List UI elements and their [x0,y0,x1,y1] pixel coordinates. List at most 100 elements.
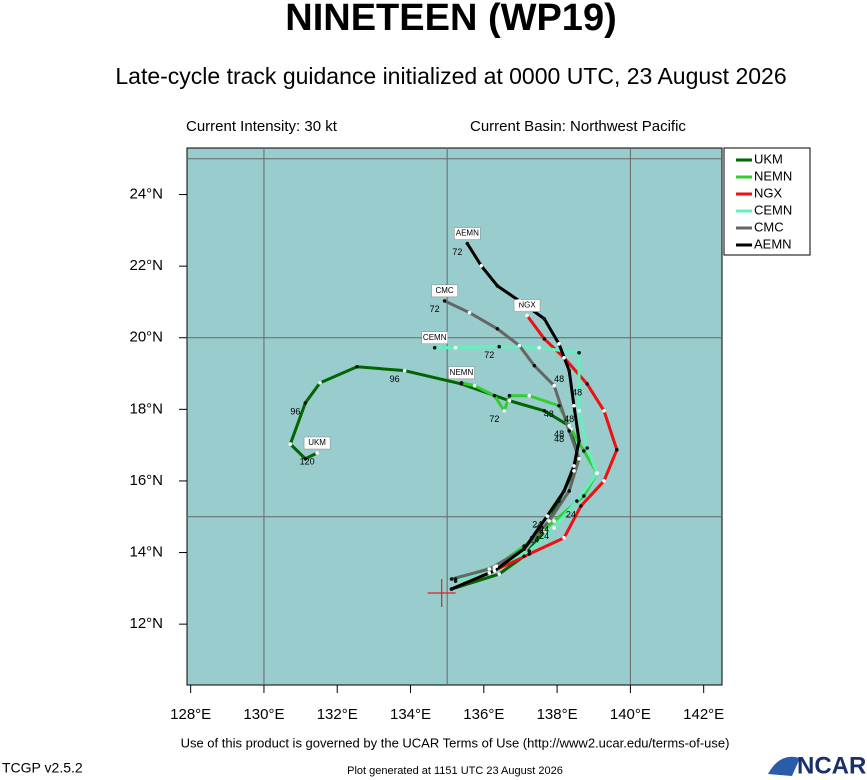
track-name: CMC [435,286,453,295]
track-point [492,568,497,573]
track-point [502,408,507,413]
track-point [542,316,547,321]
track-point [525,313,529,318]
legend-label: AEMN [754,236,792,251]
legend [723,147,811,256]
y-tick-label: 24°N [129,186,163,203]
track-point [449,577,454,581]
track-point [517,343,522,348]
point-label: 48 [554,434,564,444]
track-point [615,447,619,452]
track-point [567,368,571,373]
point-label: 24 [539,524,549,534]
logo: NCAR [797,752,866,779]
track-point [537,345,541,350]
footer: Use of this product is governed by the U… [181,735,730,750]
track-point [497,344,502,349]
track-point [522,554,526,558]
track-point [585,446,589,450]
track-point [595,471,599,475]
track-point [577,456,581,461]
y-tick-label: 18°N [129,400,163,417]
y-tick-label: 20°N [129,329,163,346]
track-name: NEMN [450,368,474,377]
version: TCGP v2.5.2 [2,760,83,776]
track-name-box [431,284,458,298]
point-label: 48 [572,387,582,397]
legend-label: CMC [754,219,784,234]
track-point [582,494,586,498]
track-point [453,579,458,583]
track-point [572,464,576,468]
logo-swoosh [768,756,800,776]
track-name-box [421,331,448,345]
track-point [495,326,500,331]
track-point [557,403,561,408]
track-name-box [454,227,481,240]
track-point [487,567,492,571]
track-point [318,381,322,385]
track-point [495,284,500,288]
track-point [532,363,537,368]
point-label: 24 [529,534,539,544]
x-tick-label: 140°E [610,706,651,723]
track-point [572,469,576,473]
track-point [562,355,566,360]
track-point [492,565,497,570]
track-point [542,408,547,413]
y-tick-label: 22°N [129,257,163,274]
legend-label: CEMN [754,202,792,217]
track-point [585,382,589,386]
track-point [522,547,526,551]
track-name: AEMN [456,229,479,238]
track-point [527,549,532,553]
track-point [517,299,522,303]
legend-label: UKM [754,151,783,166]
track-point [315,451,319,455]
track-point [577,408,581,413]
track-point [542,529,547,533]
track-point [567,489,571,493]
y-tick-label: 12°N [129,615,163,632]
track-point [507,393,512,398]
track-point [547,519,551,523]
point-label: 72 [452,247,462,257]
track-point [432,345,437,350]
point-label: 96 [290,406,300,416]
track-point [552,519,556,523]
intensity: Current Intensity: 30 kt [186,118,338,135]
track-point [527,393,532,398]
track-point [497,572,502,576]
track-point [449,587,454,591]
point-label: 48 [544,409,554,419]
track-point [545,514,550,518]
point-label: 120 [300,456,315,466]
point-label: 48 [564,414,574,424]
chart-title: NINETEEN (WP19) [285,0,616,39]
track-point [602,408,606,413]
x-tick-label: 134°E [390,706,431,723]
track-point [567,429,571,433]
track-point [303,401,308,405]
chart-subtitle: Late-cycle track guidance initialized at… [115,63,786,89]
track-point [355,364,359,369]
track-name-box [513,299,541,312]
track-point [602,479,606,483]
x-tick-label: 128°E [170,706,211,723]
legend-label: NEMN [754,168,792,183]
track-point [522,544,526,548]
x-tick-label: 132°E [317,706,358,723]
track-point [492,393,497,398]
track-name: UKM [308,438,326,447]
track-line [450,314,619,591]
track-point [402,368,407,373]
track-name-box [448,366,475,380]
track-point [552,526,556,530]
track-point [465,241,470,246]
track-point [507,398,512,403]
track-point [459,381,464,385]
track-line [288,365,579,591]
track-point [557,342,561,346]
track-point [442,299,447,303]
